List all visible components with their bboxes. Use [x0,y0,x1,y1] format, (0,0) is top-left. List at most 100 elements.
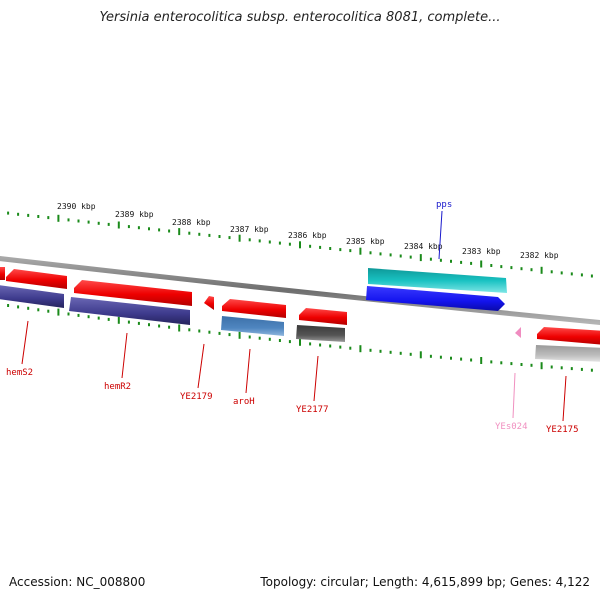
minor-tick [218,235,221,238]
minor-tick [510,362,513,366]
minor-tick [570,272,573,276]
gene-feature[interactable] [69,297,190,325]
accession-text: Accession: NC_008800 [9,575,146,589]
minor-tick [168,229,171,233]
minor-tick [17,212,20,216]
minor-tick [278,241,281,245]
scale-label: 2387 kbp [230,225,269,234]
minor-tick [379,252,382,256]
gene-label-YEs024[interactable]: YEs024 [495,422,528,432]
minor-tick [37,215,40,218]
inner-scale-ticks [7,304,593,372]
minor-tick [470,261,473,265]
gene-feature[interactable] [0,285,64,308]
gene-feature[interactable] [368,268,507,293]
minor-tick [439,258,442,262]
minor-tick [7,304,10,307]
gene-feature[interactable] [535,345,600,362]
minor-tick [510,266,513,270]
gene-feature[interactable] [299,308,347,325]
minor-tick [339,345,342,349]
minor-tick [87,315,90,319]
minor-tick [27,306,30,310]
minor-tick [158,324,161,328]
gene-feature[interactable] [74,280,192,306]
minor-tick [530,268,533,272]
minor-tick [228,333,231,337]
minor-tick [87,220,90,224]
gene-feature[interactable] [515,327,521,338]
minor-tick [450,356,452,360]
minor-tick [389,350,392,354]
major-tick [419,254,422,262]
minor-tick [560,271,563,275]
minor-tick [580,273,583,277]
minor-tick [198,329,201,333]
major-tick [117,221,120,229]
major-tick [359,247,362,255]
minor-tick [550,270,553,274]
minor-tick [67,218,70,222]
minor-tick [399,351,402,355]
minor-tick [590,368,593,372]
minor-tick [97,221,100,225]
minor-tick [107,317,110,321]
minor-tick [278,339,281,342]
scale-label: 2384 kbp [404,242,443,251]
gene-feature[interactable] [296,325,345,342]
gene-label-YE2175[interactable]: YE2175 [546,425,579,435]
minor-tick [429,257,432,261]
minor-tick [158,228,161,232]
minor-tick [550,365,553,369]
major-tick [419,351,422,359]
minor-tick [369,251,372,255]
minor-tick [450,259,452,263]
scale-label: 2389 kbp [115,210,154,219]
minor-tick [288,242,291,246]
gene-feature[interactable] [537,327,600,345]
gene-feature[interactable] [204,296,214,310]
minor-tick [67,312,70,316]
major-tick [238,331,241,339]
minor-tick [319,343,322,347]
major-tick [480,260,483,268]
gene-feature[interactable] [366,286,505,311]
gene-label-hemR2[interactable]: hemR2 [104,382,131,392]
major-tick [359,345,362,353]
gene-label-hemS2[interactable]: hemS2 [6,368,33,378]
minor-tick [309,244,312,248]
gene-feature[interactable] [0,267,5,280]
minor-tick [77,219,80,223]
major-tick [117,316,120,324]
minor-tick [137,226,140,230]
outer-scale-ticks [7,211,593,278]
minor-tick [208,233,211,237]
gene-feature[interactable] [6,269,67,289]
gene-label-pps[interactable]: pps [436,200,452,210]
gene-label-YE2177[interactable]: YE2177 [296,405,329,415]
minor-tick [258,336,261,340]
scale-label: 2386 kbp [288,231,327,240]
minor-tick [168,325,171,329]
minor-tick [107,222,110,226]
minor-tick [369,348,372,352]
minor-tick [389,253,392,257]
gene-feature[interactable] [221,316,284,336]
minor-tick [329,344,332,348]
minor-tick [268,240,271,244]
minor-tick [228,236,231,240]
minor-tick [530,363,533,367]
minor-tick [127,320,130,324]
gene-label-YE2179[interactable]: YE2179 [180,392,213,402]
minor-tick [288,340,291,344]
minor-tick [137,321,140,325]
scale-labels: 2390 kbp 2389 kbp 2388 kbp 2387 kbp 2386… [57,202,559,260]
gene-label-aroH[interactable]: aroH [233,397,255,407]
minor-tick [218,331,221,335]
map-title: Yersinia enterocolitica subsp. enterocol… [99,10,501,25]
scale-label: 2383 kbp [462,247,501,256]
gene-feature[interactable] [222,299,286,318]
minor-tick [127,225,130,229]
major-tick [57,214,60,222]
